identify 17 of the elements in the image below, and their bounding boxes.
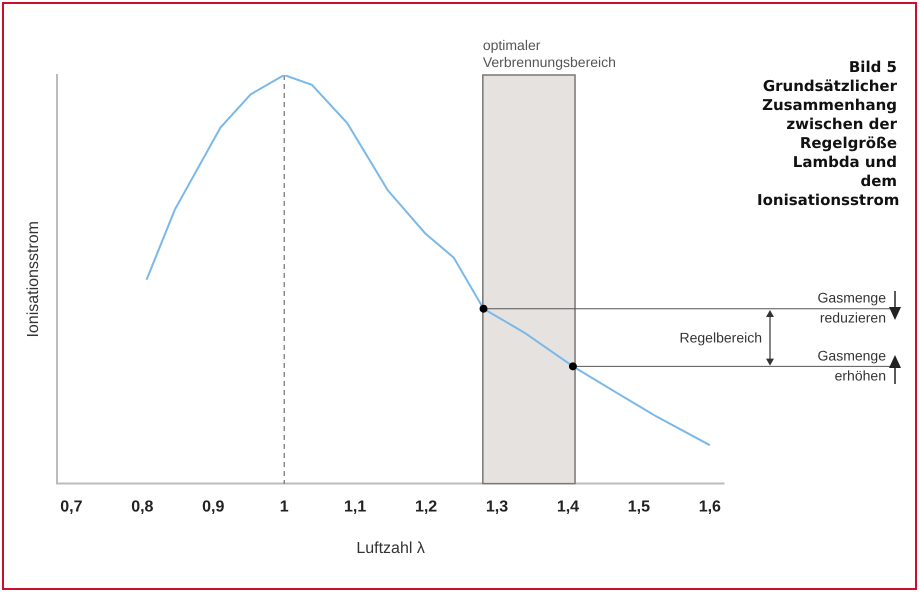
- x-axis-title: Luftzahl λ: [356, 540, 425, 557]
- annotation: Regelbereich: [680, 330, 762, 346]
- x-tick-label: 0,7: [60, 498, 83, 516]
- x-tick-label: 1,5: [628, 498, 650, 516]
- y-axis-title: Ionisationsstrom: [25, 221, 42, 338]
- x-tick-label: 0,8: [131, 498, 154, 516]
- x-tick-label: 1,3: [486, 498, 508, 516]
- ref-line-label: Gasmenge reduzieren: [818, 290, 886, 326]
- ref-line-label: Gasmenge erhöhen: [818, 347, 886, 384]
- x-tick-label: 1: [280, 498, 289, 516]
- text: Bild 5 Grundsätzlicher Zusammenhang zwischen der Regelgröße Lambda und dem Ionisationsstrom: [757, 58, 900, 210]
- x-tick-label: 1,6: [698, 498, 722, 516]
- x-tick-label: 1,1: [344, 498, 366, 516]
- band-label: optimaler Verbrennungsbereich: [482, 37, 616, 70]
- x-tick-label: 1,2: [414, 498, 438, 516]
- x-tick-label: 1,4: [556, 498, 580, 516]
- x-tick-label: 0,9: [202, 498, 224, 516]
